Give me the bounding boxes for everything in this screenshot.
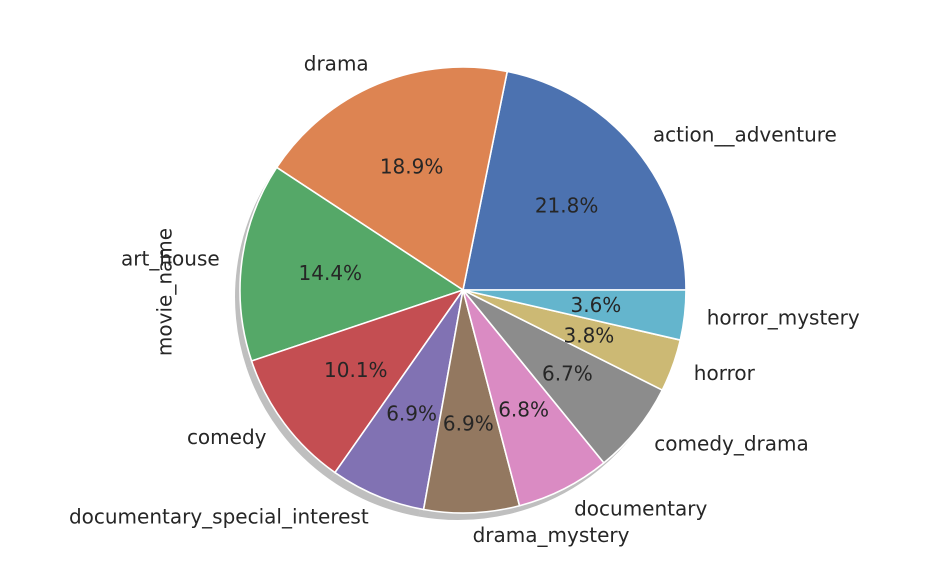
percent-label-documentary: 6.8% — [498, 397, 549, 421]
category-label-documentary: documentary — [574, 497, 707, 521]
percent-label-horror: 3.8% — [563, 323, 614, 347]
slice-comedy — [250, 289, 464, 474]
category-label-comedy-drama: comedy_drama — [654, 432, 808, 456]
category-label-documentary-special-interest: documentary_special_interest — [69, 504, 369, 528]
slice-horror-mystery — [462, 289, 687, 341]
category-label-horror-mystery: horror_mystery — [707, 306, 860, 330]
slice-art-house — [239, 166, 464, 362]
percent-label-documentary-special-interest: 6.9% — [386, 402, 437, 426]
percent-label-layer: 21.8%18.9%14.4%10.1%6.9% 6.9%6.8%6.7%3.8%… — [299, 155, 622, 436]
percent-label-drama-mystery: 6.9% — [443, 412, 494, 436]
category-label-horror: horror — [694, 361, 756, 385]
percent-label-comedy-drama: 6.7% — [542, 362, 593, 386]
percent-label-horror-mystery: 3.6% — [570, 293, 621, 317]
category-label-art-house: art_house — [121, 247, 220, 271]
category-label-comedy: comedy — [187, 425, 267, 449]
slice-drama — [275, 66, 509, 291]
y-axis-label: movie_name — [153, 228, 177, 356]
percent-label-action-adventure: 21.8% — [535, 193, 599, 217]
percent-label-art-house: 14.4% — [299, 261, 363, 285]
category-label-action-adventure: action__adventure — [653, 123, 837, 147]
category-label-drama-mystery: drama_mystery — [473, 523, 630, 547]
slice-layer — [239, 66, 687, 514]
slice-action-adventure — [462, 70, 687, 291]
percent-label-comedy: 10.1% — [324, 358, 388, 382]
category-label-drama: drama — [304, 52, 369, 76]
percent-label-drama: 18.9% — [380, 155, 444, 179]
